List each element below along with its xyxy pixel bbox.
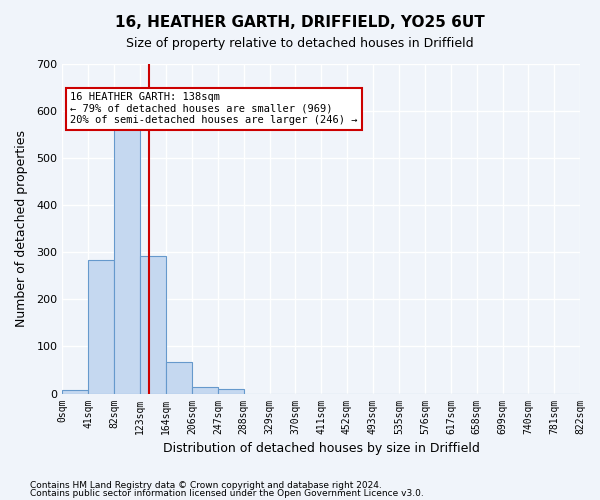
Bar — [88, 260, 114, 394]
X-axis label: Distribution of detached houses by size in Driffield: Distribution of detached houses by size … — [163, 442, 479, 455]
Text: 16, HEATHER GARTH, DRIFFIELD, YO25 6UT: 16, HEATHER GARTH, DRIFFIELD, YO25 6UT — [115, 15, 485, 30]
Bar — [166, 362, 192, 394]
Bar — [218, 390, 244, 394]
Bar — [62, 390, 88, 394]
Bar — [140, 256, 166, 394]
Y-axis label: Number of detached properties: Number of detached properties — [15, 130, 28, 328]
Text: 16 HEATHER GARTH: 138sqm
← 79% of detached houses are smaller (969)
20% of semi-: 16 HEATHER GARTH: 138sqm ← 79% of detach… — [70, 92, 358, 126]
Bar — [114, 130, 140, 394]
Text: Contains public sector information licensed under the Open Government Licence v3: Contains public sector information licen… — [30, 488, 424, 498]
Bar — [192, 387, 218, 394]
Text: Contains HM Land Registry data © Crown copyright and database right 2024.: Contains HM Land Registry data © Crown c… — [30, 481, 382, 490]
Text: Size of property relative to detached houses in Driffield: Size of property relative to detached ho… — [126, 38, 474, 51]
